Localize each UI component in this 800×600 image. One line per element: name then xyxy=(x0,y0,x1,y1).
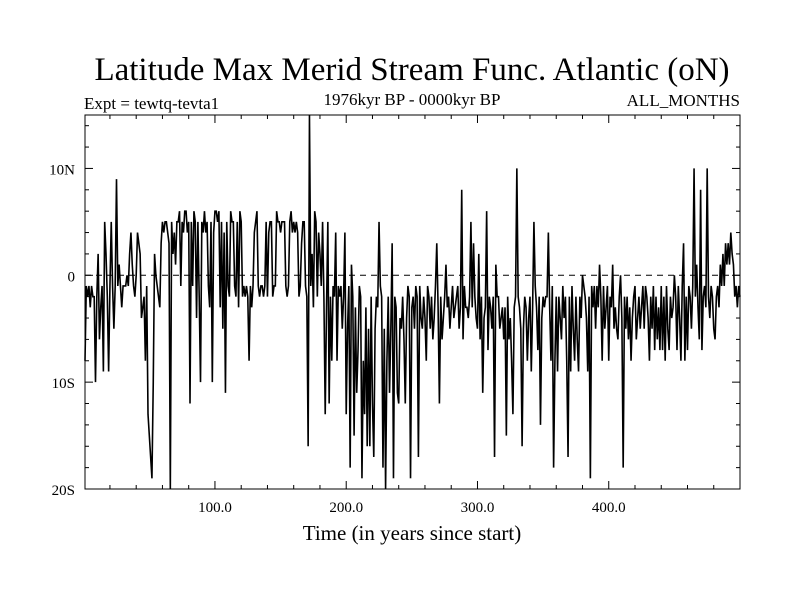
chart-title: Latitude Max Merid Stream Func. Atlantic… xyxy=(94,52,729,88)
tick-labels: 100.0 200.0 300.0 400.0 10N 0 10S 20S xyxy=(49,162,625,516)
x-tick-label: 400.0 xyxy=(592,500,626,516)
time-range-label: 1976kyr BP - 0000kyr BP xyxy=(324,90,501,109)
experiment-label: Expt = tewtq-tevta1 xyxy=(84,94,219,113)
x-tick-label: 200.0 xyxy=(329,500,363,516)
x-tick-label: 300.0 xyxy=(461,500,495,516)
series-line xyxy=(84,114,741,490)
y-tick-label: 10S xyxy=(52,376,75,392)
x-axis-label: Time (in years since start) xyxy=(303,521,522,545)
y-tick-label: 10N xyxy=(49,162,75,178)
plot-area-frame xyxy=(84,114,741,490)
ticks-layer xyxy=(85,115,740,490)
y-tick-label: 0 xyxy=(68,269,76,285)
months-label: ALL_MONTHS xyxy=(627,91,740,110)
x-tick-label: 100.0 xyxy=(198,500,232,516)
y-tick-label: 20S xyxy=(52,483,75,499)
